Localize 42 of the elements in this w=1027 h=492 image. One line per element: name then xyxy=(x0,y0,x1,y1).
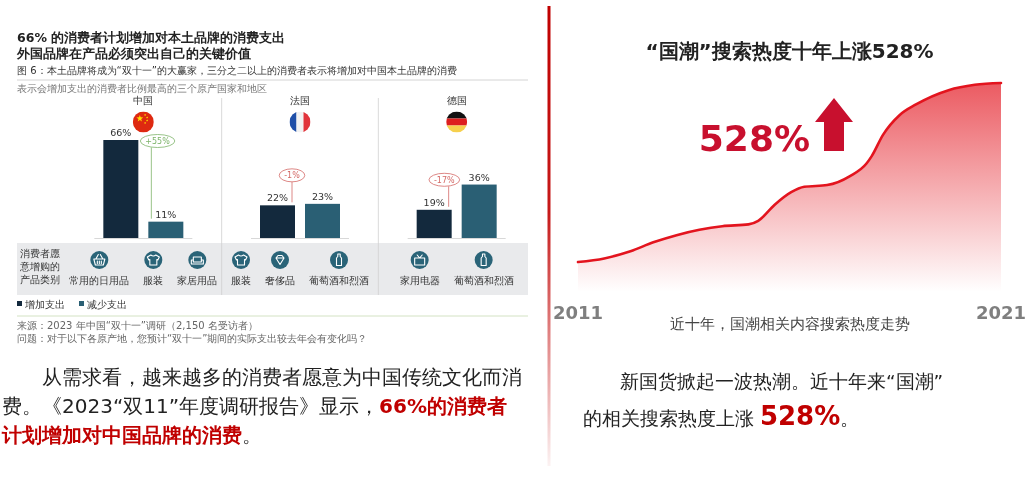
bar xyxy=(103,140,139,238)
bar xyxy=(416,209,452,238)
x-tick-label: 2021 xyxy=(975,302,1027,323)
text: 常用的日用品 xyxy=(69,275,130,286)
text: 528% xyxy=(759,401,841,431)
bar xyxy=(260,205,295,238)
text: 葡萄酒和烈酒 xyxy=(309,275,369,286)
x-tick-label: 德国 xyxy=(446,95,467,106)
text: 。 xyxy=(840,408,860,429)
data-label: 66% xyxy=(110,127,132,138)
legend-label: 减少支出 xyxy=(87,299,127,310)
text: 服装 xyxy=(231,275,251,286)
text: 问题：对于以下各原产地，您预计“双十一”期间的实际支出较去年会有变化吗？ xyxy=(17,333,368,344)
text: 服装 xyxy=(143,275,164,286)
data-label: 23% xyxy=(311,190,334,202)
chart-title: “国潮”搜索热度十年上涨528% xyxy=(645,39,934,63)
x-tick-label: 2011 xyxy=(552,302,604,323)
data-label: 19% xyxy=(423,196,445,208)
annotation: -1% xyxy=(284,171,301,181)
data-label: 11% xyxy=(155,208,177,220)
bar xyxy=(461,184,497,238)
bar xyxy=(305,203,340,238)
annotation: +55% xyxy=(145,137,171,146)
text: 家用电器 xyxy=(399,275,440,286)
text: 葡萄酒和烈酒 xyxy=(453,275,514,286)
x-tick-label: 中国 xyxy=(133,95,154,106)
source-note: 来源：2023 年中国“双十一”调研（2,150 名受访者） xyxy=(17,320,258,331)
text: 表示会增加支出的消费者比例最高的三个原产国家和地区 xyxy=(17,83,267,94)
legend-label: 增加支出 xyxy=(24,299,65,310)
annotation: -17% xyxy=(434,175,456,185)
bar xyxy=(148,221,184,238)
text: 。 xyxy=(242,423,262,447)
data-label: 36% xyxy=(468,171,490,183)
x-tick-label: 法国 xyxy=(290,95,310,106)
data-label: 22% xyxy=(266,192,289,204)
text: 奢侈品 xyxy=(265,275,295,286)
chart-subtitle: 图 6：本土品牌将成为“双十一”的大赢家，三分之二以上的消费者表示将增加对中国本土品牌的消费 xyxy=(17,65,457,76)
annotation: 528% xyxy=(698,118,810,159)
chart-title: 66% 的消费者计划增加对本土品牌的消费支出外国品牌在产品必须突出自己的关键价值 xyxy=(16,30,286,61)
text: 家居用品 xyxy=(177,275,218,286)
x-axis-title: 近十年，国潮相关内容搜索热度走势 xyxy=(669,315,910,333)
text: 消费者愿意增购的产品类别 xyxy=(19,248,60,285)
